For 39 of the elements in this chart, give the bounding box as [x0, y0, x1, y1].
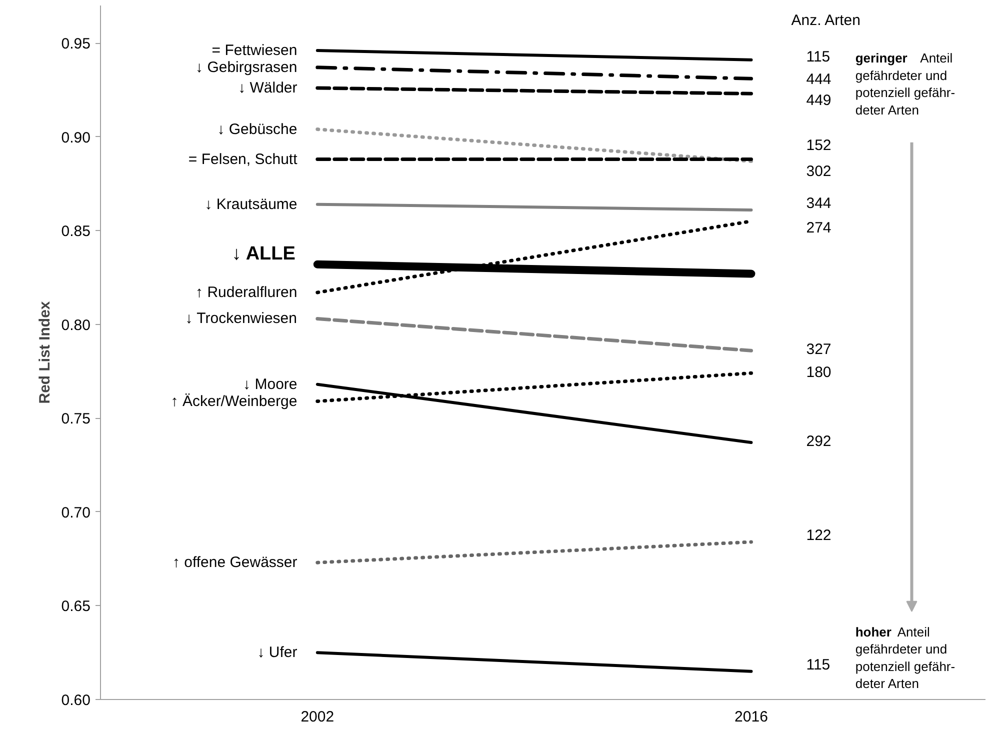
annotation: 327 [806, 341, 832, 358]
series-label: ↑ Ruderalfluren [196, 284, 298, 301]
annotation: 274 [806, 219, 832, 236]
series-label: ↓ Krautsäume [204, 196, 298, 213]
series-label: ↓ Trockenwiesen [185, 310, 297, 328]
x-tick-label: 2016 [734, 708, 768, 726]
annotation: 152 [806, 136, 832, 154]
annotation: 449 [806, 92, 832, 109]
series-label: = Felsen, Schutt [188, 150, 298, 168]
series-label: = Fettwiesen [212, 42, 298, 60]
annotation: 292 [806, 433, 832, 450]
series-label: ↓ Gebirgsrasen [196, 58, 298, 76]
annotation: 115 [806, 656, 830, 674]
y-axis-title: Red List Index [36, 300, 54, 404]
annotation: 180 [806, 364, 832, 381]
series-label: ↓ Ufer [257, 644, 298, 662]
y-tick-label: 0.95 [61, 36, 91, 53]
annotation: geringer Anteil gefährdeter und potenziell gefähr- deter Arten [855, 50, 956, 118]
series-label: ↓ Gebüsche [217, 120, 298, 138]
series-label: ↓ Wälder [238, 80, 298, 97]
annotation: 122 [806, 526, 832, 544]
y-tick-label: 0.70 [61, 504, 91, 522]
y-tick-label: 0.75 [61, 410, 91, 428]
annotation: 115 [806, 48, 830, 66]
y-tick-label: 0.65 [61, 598, 91, 616]
y-tick-label: 0.80 [61, 316, 91, 334]
y-tick-label: 0.90 [61, 129, 91, 146]
annotation: Anz. Arten [791, 12, 860, 30]
series-label: ↑ Äcker/Weinberge [170, 392, 298, 410]
annotation: 302 [806, 163, 832, 180]
annotation: 344 [806, 194, 832, 212]
x-tick-label: 2002 [300, 708, 334, 726]
y-tick-label: 0.85 [61, 223, 91, 240]
series-label: ↓ ALLE [232, 243, 296, 264]
y-tick-label: 0.60 [61, 692, 91, 709]
series-label: ↓ Moore [243, 376, 298, 393]
annotation: hoher Anteil gefährdeter und potenziell gefähr- deter Arten [855, 624, 956, 692]
annotation: 444 [806, 71, 832, 88]
series-label: ↑ offene Gewässer [172, 554, 298, 572]
